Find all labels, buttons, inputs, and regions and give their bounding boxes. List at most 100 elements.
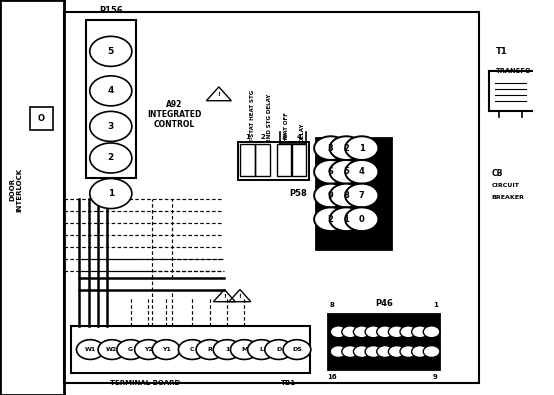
- Circle shape: [230, 340, 258, 359]
- Circle shape: [178, 340, 206, 359]
- Text: 8: 8: [343, 191, 349, 200]
- Text: T-STAT HEAT STG: T-STAT HEAT STG: [249, 90, 255, 142]
- Text: CIRCUIT: CIRCUIT: [491, 183, 519, 188]
- Circle shape: [90, 143, 132, 173]
- Circle shape: [265, 340, 293, 359]
- Text: 0: 0: [359, 215, 365, 224]
- Circle shape: [342, 326, 358, 338]
- Circle shape: [135, 340, 162, 359]
- Text: R: R: [208, 347, 212, 352]
- Circle shape: [377, 346, 393, 357]
- Text: 1: 1: [225, 347, 229, 352]
- Text: !: !: [217, 92, 220, 97]
- Circle shape: [90, 111, 132, 141]
- Circle shape: [90, 179, 132, 209]
- Text: T1: T1: [496, 47, 507, 56]
- Text: C: C: [190, 347, 194, 352]
- Circle shape: [248, 340, 275, 359]
- Text: W1: W1: [85, 347, 96, 352]
- Text: 1: 1: [343, 215, 349, 224]
- Polygon shape: [316, 138, 391, 249]
- Text: CB: CB: [491, 169, 503, 178]
- Text: L: L: [259, 347, 264, 352]
- Circle shape: [400, 326, 417, 338]
- Text: BREAKER: BREAKER: [491, 195, 524, 200]
- Text: 4: 4: [107, 87, 114, 95]
- Text: 6: 6: [328, 167, 334, 176]
- Circle shape: [330, 184, 363, 207]
- Circle shape: [423, 346, 440, 357]
- Circle shape: [345, 160, 378, 184]
- Text: TB1: TB1: [281, 380, 296, 386]
- Circle shape: [330, 207, 363, 231]
- Text: DOOR
INTERLOCK: DOOR INTERLOCK: [9, 167, 22, 212]
- Circle shape: [365, 326, 382, 338]
- Text: M: M: [241, 347, 248, 352]
- Circle shape: [330, 346, 347, 357]
- Text: Y1: Y1: [162, 347, 171, 352]
- Text: W2: W2: [106, 347, 117, 352]
- Text: 2ND STG DELAY: 2ND STG DELAY: [267, 94, 273, 142]
- Text: 16: 16: [327, 374, 337, 380]
- Text: DS: DS: [292, 347, 302, 352]
- Circle shape: [196, 340, 224, 359]
- Text: 1: 1: [433, 302, 438, 308]
- Circle shape: [388, 326, 405, 338]
- Circle shape: [345, 136, 378, 160]
- Text: TERMINAL BOARD: TERMINAL BOARD: [110, 380, 180, 386]
- Circle shape: [76, 340, 104, 359]
- Text: P156: P156: [99, 6, 122, 15]
- Text: 3: 3: [328, 144, 334, 152]
- Text: TRANSFO: TRANSFO: [496, 68, 531, 74]
- Text: 2: 2: [328, 215, 334, 224]
- Circle shape: [353, 346, 370, 357]
- Circle shape: [330, 326, 347, 338]
- Circle shape: [400, 346, 417, 357]
- Circle shape: [388, 346, 405, 357]
- Circle shape: [117, 340, 145, 359]
- Circle shape: [152, 340, 180, 359]
- Text: 2: 2: [260, 134, 265, 140]
- Circle shape: [365, 346, 382, 357]
- Circle shape: [342, 346, 358, 357]
- Text: 5: 5: [107, 47, 114, 56]
- Text: 3: 3: [282, 134, 286, 140]
- Text: !: !: [238, 294, 242, 299]
- Circle shape: [412, 326, 428, 338]
- Circle shape: [412, 346, 428, 357]
- Circle shape: [90, 76, 132, 106]
- Circle shape: [213, 340, 241, 359]
- Circle shape: [314, 160, 347, 184]
- Text: 1: 1: [359, 144, 365, 152]
- Circle shape: [98, 340, 126, 359]
- Text: 9: 9: [433, 374, 438, 380]
- Circle shape: [345, 184, 378, 207]
- Text: O: O: [38, 114, 45, 123]
- Text: P58: P58: [290, 189, 307, 198]
- Text: HEAT OFF: HEAT OFF: [284, 112, 289, 142]
- Text: Y2: Y2: [144, 347, 153, 352]
- Circle shape: [423, 326, 440, 338]
- Text: A92
INTEGRATED
CONTROL: A92 INTEGRATED CONTROL: [147, 100, 202, 130]
- Text: D: D: [276, 347, 281, 352]
- Text: 8: 8: [330, 302, 335, 308]
- Circle shape: [314, 136, 347, 160]
- Text: 2: 2: [107, 154, 114, 162]
- Text: 5: 5: [343, 167, 349, 176]
- Text: !: !: [223, 294, 226, 299]
- Circle shape: [330, 136, 363, 160]
- Circle shape: [345, 207, 378, 231]
- Text: 3: 3: [107, 122, 114, 131]
- Text: 1: 1: [245, 134, 250, 140]
- Polygon shape: [328, 314, 439, 369]
- Text: 4: 4: [296, 134, 302, 140]
- Circle shape: [314, 207, 347, 231]
- Circle shape: [314, 184, 347, 207]
- Circle shape: [353, 326, 370, 338]
- Text: DELAY: DELAY: [299, 123, 305, 142]
- Circle shape: [90, 36, 132, 66]
- Text: P46: P46: [375, 299, 393, 308]
- Text: 9: 9: [328, 191, 334, 200]
- Circle shape: [330, 160, 363, 184]
- Text: 7: 7: [359, 191, 365, 200]
